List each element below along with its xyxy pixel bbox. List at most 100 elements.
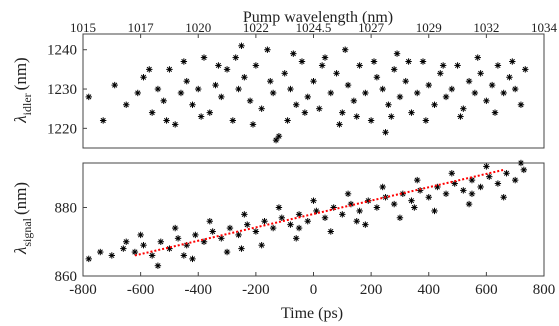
idler-data-point: [246, 97, 254, 105]
idler-data-point: [353, 113, 360, 120]
idler-data-point: [249, 121, 257, 128]
signal-data-point: [244, 221, 251, 228]
signal-data-point: [362, 221, 369, 228]
idler-data-point: [471, 89, 479, 97]
idler-y-axis-ticks: 1220 1230 1240: [47, 43, 87, 137]
signal-data-point: [120, 245, 127, 252]
signal-data-point: [500, 194, 507, 201]
signal-scatter-series: [85, 159, 528, 269]
idler-data-point: [460, 105, 467, 112]
signal-data-point: [180, 252, 188, 259]
idler-data-point: [370, 58, 378, 65]
signal-data-point: [356, 207, 363, 215]
signal-data-point: [189, 255, 196, 263]
idler-data-point: [281, 70, 288, 77]
idler-data-point: [393, 50, 401, 57]
idler-data-point: [316, 105, 323, 112]
idler-data-point: [177, 89, 185, 97]
signal-data-point: [431, 207, 438, 215]
top-tick-label: 1029: [416, 20, 442, 35]
idler-data-point: [197, 113, 205, 120]
idler-data-point: [252, 62, 260, 69]
idler-data-point: [379, 85, 386, 93]
idler-data-point: [396, 93, 404, 101]
signal-data-point: [157, 238, 164, 245]
signal-data-point: [238, 245, 245, 252]
top-tick-label: 1024.5: [296, 20, 332, 35]
idler-data-point: [390, 66, 398, 73]
signal-data-point: [373, 204, 381, 211]
signal-data-point: [494, 180, 502, 187]
signal-data-point: [235, 231, 242, 239]
idler-data-point: [341, 46, 349, 53]
idler-data-point: [431, 101, 438, 108]
idler-data-point: [425, 81, 432, 89]
idler-data-point: [269, 89, 277, 97]
signal-data-point: [353, 218, 360, 225]
signal-y-axis-label: λsignal (nm): [11, 182, 34, 255]
idler-data-point: [223, 66, 231, 73]
signal-data-point: [223, 248, 231, 256]
top-tick-label: 1017: [128, 20, 155, 35]
idler-data-point: [356, 62, 363, 69]
signal-data-point: [483, 163, 490, 170]
idler-data-point: [402, 77, 409, 85]
idler-data-point: [474, 54, 481, 61]
time-tick-label: -600: [127, 282, 155, 298]
time-tick-label: 400: [418, 282, 441, 298]
signal-data-point: [137, 231, 144, 239]
signal-data-point: [511, 176, 519, 184]
signal-data-point: [379, 183, 386, 191]
idler-data-point: [238, 42, 245, 49]
signal-data-point: [278, 214, 286, 221]
idler-data-point: [457, 113, 464, 120]
signal-data-point: [408, 197, 415, 204]
signal-data-point: [396, 214, 404, 221]
signal-data-point: [477, 183, 484, 191]
signal-fit-line: [134, 168, 504, 257]
idler-data-point: [148, 109, 156, 116]
idler-data-point: [442, 93, 450, 101]
signal-ylabel-unit: (nm): [11, 182, 30, 215]
idler-data-point: [140, 74, 147, 81]
idler-data-point: [350, 97, 358, 105]
time-tick-label: 0: [310, 282, 318, 298]
idler-data-point: [465, 77, 473, 85]
signal-data-point: [174, 235, 182, 242]
signal-data-point: [425, 194, 432, 201]
idler-data-point: [477, 70, 484, 77]
idler-data-point: [218, 93, 225, 101]
idler-data-point: [160, 97, 167, 105]
idler-data-point: [388, 113, 395, 120]
signal-data-point: [148, 252, 156, 259]
signal-data-point: [108, 252, 116, 259]
idler-data-point: [437, 70, 444, 77]
idler-data-point: [301, 109, 309, 116]
idler-data-point: [385, 101, 392, 108]
idler-data-point: [258, 105, 265, 112]
idler-data-point: [229, 117, 237, 124]
top-tick-label: 1022: [243, 20, 269, 35]
idler-data-point: [123, 101, 130, 108]
idler-data-point: [85, 93, 92, 101]
signal-data-point: [486, 173, 493, 180]
signal-data-point: [293, 235, 300, 242]
signal-y-axis-ticks: 860 880: [55, 201, 87, 285]
idler-data-point: [362, 89, 369, 97]
idler-data-point: [111, 81, 118, 89]
signal-data-point: [295, 224, 303, 232]
time-tick-label: 600: [475, 282, 498, 298]
idler-data-point: [212, 81, 219, 89]
signal-data-point: [468, 190, 476, 198]
idler-y-axis-label: λidler (nm): [11, 57, 34, 123]
idler-data-point: [206, 109, 213, 116]
signal-data-point: [206, 218, 213, 225]
idler-data-point: [408, 109, 415, 116]
idler-data-point: [522, 66, 529, 73]
idler-data-point: [506, 74, 513, 81]
time-tick-label: -800: [69, 282, 97, 298]
signal-data-point: [517, 159, 525, 167]
idler-data-point: [241, 74, 248, 81]
top-axis-label: Pump wavelength (nm): [243, 9, 393, 26]
idler-data-point: [517, 101, 525, 108]
